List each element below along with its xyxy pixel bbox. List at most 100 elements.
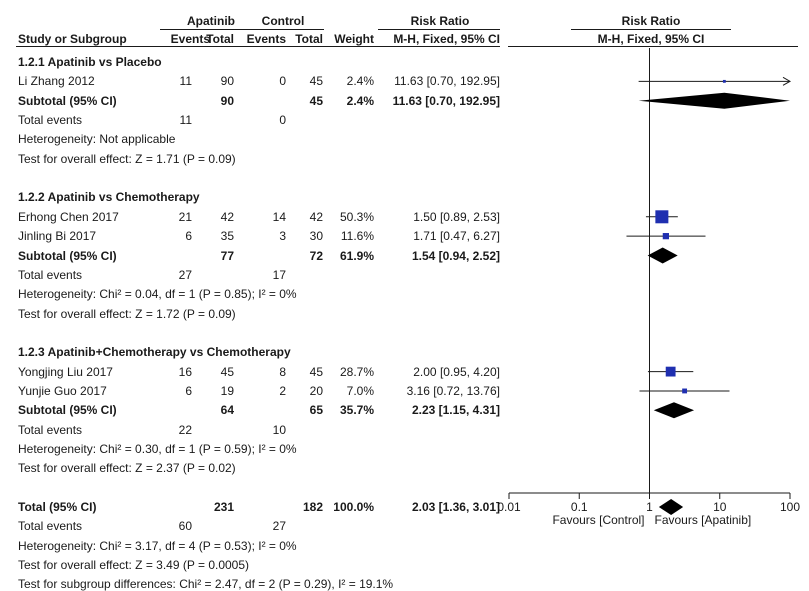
cell-weight: 100.0%: [333, 500, 374, 515]
cell-risk-ratio-ci: 2.23 [1.15, 4.31]: [411, 403, 500, 418]
cell-weight: 11.6%: [340, 229, 374, 244]
cell-risk-ratio-ci: 11.63 [0.70, 192.95]: [392, 93, 500, 108]
cell-total-control: 65: [309, 403, 323, 418]
x-tick-label: 10: [713, 500, 727, 514]
cell-events-control: 10: [272, 422, 286, 437]
header-total-experimental: Total: [206, 32, 234, 46]
cell-events-control: 3: [279, 229, 286, 244]
cell-total-experimental: 231: [213, 500, 234, 515]
total-diamond: [658, 499, 684, 516]
row-label-group: 1.2.3 Apatinib+Chemotherapy vs Chemother…: [18, 345, 291, 360]
study-square: [655, 210, 669, 224]
x-tick-label: 100: [780, 500, 800, 514]
row-label-study: Li Zhang 2012: [18, 74, 95, 89]
row-label-group: 1.2.1 Apatinib vs Placebo: [18, 55, 162, 69]
favours-apatinib-label: Favours [Apatinib]: [655, 513, 752, 527]
cell-events-experimental: 21: [178, 209, 192, 224]
row-label-events: Total events: [18, 113, 83, 128]
cell-weight: 7.0%: [346, 383, 374, 398]
header-study: Study or Subgroup: [18, 32, 127, 46]
rule-group-control: [242, 29, 324, 30]
row-label-study: Yongjing Liu 2017: [18, 364, 113, 379]
cell-weight: 61.9%: [339, 248, 374, 263]
header-weight: Weight: [334, 32, 374, 46]
rule-group-experimental: [160, 29, 258, 30]
row-label-study: Yunjie Guo 2017: [18, 383, 107, 398]
header-plot-title: Risk Ratio: [621, 14, 681, 28]
cell-events-experimental: 6: [185, 229, 192, 244]
cell-total-experimental: 42: [220, 209, 234, 224]
header-group-experimental: Apatinib: [187, 14, 235, 28]
row-label-subtotal: Subtotal (95% CI): [18, 93, 117, 108]
cell-risk-ratio-ci: 1.54 [0.94, 2.52]: [411, 248, 500, 263]
cell-total-experimental: 77: [220, 248, 234, 263]
cell-weight: 28.7%: [339, 364, 374, 379]
header-rr-method: M-H, Fixed, 95% CI: [393, 32, 500, 46]
study-square: [682, 388, 688, 394]
cell-events-control: 8: [279, 364, 286, 379]
favours-control-label: Favours [Control]: [552, 513, 644, 527]
row-label-text: Test for overall effect: Z = 1.72 (P = 0…: [18, 306, 236, 321]
cell-total-control: 42: [309, 209, 323, 224]
cell-risk-ratio-ci: 2.00 [0.95, 4.20]: [413, 364, 500, 379]
subtotal-diamond: [647, 247, 678, 264]
cell-total-control: 182: [302, 500, 323, 515]
row-label-subtotal: Subtotal (95% CI): [18, 403, 117, 418]
cell-risk-ratio-ci: 2.03 [1.36, 3.01]: [411, 500, 500, 515]
cell-total-control: 45: [309, 93, 323, 108]
cell-events-control: 17: [272, 267, 286, 282]
row-label-text: Heterogeneity: Chi² = 0.04, df = 1 (P = …: [18, 287, 297, 302]
rule-plot-title: [571, 29, 731, 30]
subtotal-diamond: [653, 402, 695, 419]
row-label-study: Erhong Chen 2017: [18, 209, 119, 224]
cell-weight: 2.4%: [346, 93, 374, 108]
header-events-experimental: Events: [170, 32, 210, 46]
cell-risk-ratio-ci: 1.71 [0.47, 6.27]: [413, 229, 500, 244]
header-risk-ratio-title: Risk Ratio: [410, 14, 470, 28]
cell-events-experimental: 6: [185, 383, 192, 398]
row-label-events: Total events: [18, 267, 83, 282]
cell-events-experimental: 11: [179, 113, 192, 128]
cell-total-control: 45: [309, 364, 323, 379]
cell-events-control: 0: [279, 113, 286, 128]
cell-total-control: 20: [309, 383, 323, 398]
row-label-subtotal: Subtotal (95% CI): [18, 248, 117, 263]
header-total-control: Total: [295, 32, 323, 46]
cell-events-control: 27: [272, 519, 286, 534]
x-tick-label: 1: [646, 500, 653, 514]
study-square: [665, 366, 676, 377]
cell-weight: 2.4%: [346, 74, 374, 89]
row-label-text: Heterogeneity: Not applicable: [18, 132, 176, 147]
study-square: [662, 233, 669, 240]
cell-total-experimental: 90: [220, 93, 234, 108]
row-label-text: Heterogeneity: Chi² = 0.30, df = 1 (P = …: [18, 442, 297, 456]
cell-total-experimental: 45: [220, 364, 234, 379]
cell-total-experimental: 64: [220, 403, 234, 418]
study-square: [722, 79, 726, 83]
row-label-text: Test for subgroup differences: Chi² = 2.…: [18, 577, 394, 591]
cell-total-control: 45: [309, 74, 323, 89]
cell-events-experimental: 11: [179, 74, 192, 89]
x-tick-label: 0.01: [497, 500, 521, 514]
cell-total-control: 72: [309, 248, 323, 263]
row-label-total: Total (95% CI): [18, 500, 97, 515]
cell-risk-ratio-ci: 3.16 [0.72, 13.76]: [406, 383, 500, 398]
cell-total-experimental: 35: [220, 229, 234, 244]
header-group-control: Control: [261, 14, 305, 28]
cell-events-control: 0: [279, 74, 286, 89]
row-label-text: Test for overall effect: Z = 3.49 (P = 0…: [18, 558, 250, 573]
forest-plot: 0.01 0.1 1 10 100 Favours [Control] Favours [A…: [497, 48, 800, 527]
row-label-text: Test for overall effect: Z = 2.37 (P = 0…: [18, 461, 236, 476]
ci-arrow: [782, 76, 792, 86]
rule-table-header: [16, 46, 500, 47]
row-label-group: 1.2.2 Apatinib vs Chemotherapy: [18, 190, 200, 205]
cell-events-experimental: 16: [178, 364, 192, 379]
cell-weight: 50.3%: [339, 209, 374, 224]
row-label-study: Jinling Bi 2017: [18, 229, 97, 244]
cell-risk-ratio-ci: 1.50 [0.89, 2.53]: [413, 209, 500, 224]
cell-total-experimental: 90: [220, 74, 234, 89]
rule-risk-ratio: [378, 29, 500, 30]
row-label-text: Test for overall effect: Z = 1.71 (P = 0…: [18, 151, 236, 166]
cell-events-experimental: 60: [178, 519, 192, 534]
cell-events-experimental: 27: [178, 267, 192, 282]
